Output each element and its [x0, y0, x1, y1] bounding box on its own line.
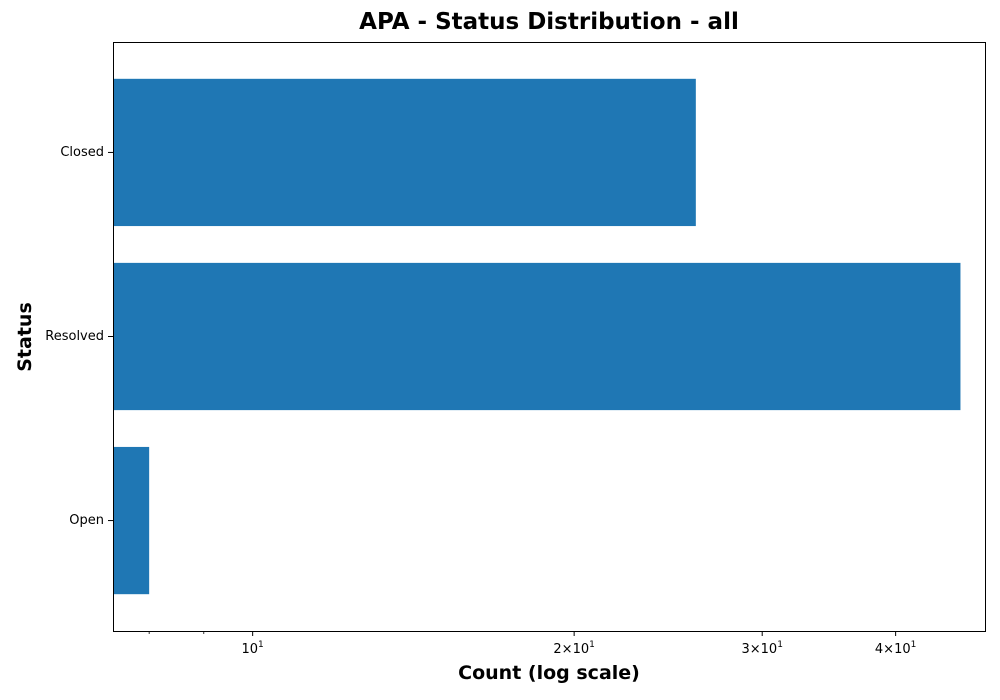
bar-open	[113, 446, 150, 595]
y-tick-label-resolved: Resolved	[45, 329, 104, 344]
y-tick-label-open: Open	[69, 513, 104, 528]
y-axis: Closed Resolved Open	[45, 145, 113, 528]
x-axis-label: Count (log scale)	[458, 662, 640, 684]
bar-closed	[113, 78, 696, 227]
bar-resolved	[113, 262, 961, 411]
x-axis: 101 2×101 3×101 4×101	[148, 631, 916, 657]
y-tick-label-closed: Closed	[60, 145, 104, 160]
plot-frame	[113, 42, 986, 632]
x-tick-label-40: 4×101	[875, 640, 916, 657]
x-tick-label-20: 2×101	[553, 640, 594, 657]
chart-title: APA - Status Distribution - all	[359, 9, 739, 35]
x-tick-label-30: 3×101	[741, 640, 782, 657]
bars-group	[113, 78, 961, 595]
y-axis-label: Status	[14, 302, 36, 372]
x-tick-label-10: 101	[242, 640, 264, 657]
